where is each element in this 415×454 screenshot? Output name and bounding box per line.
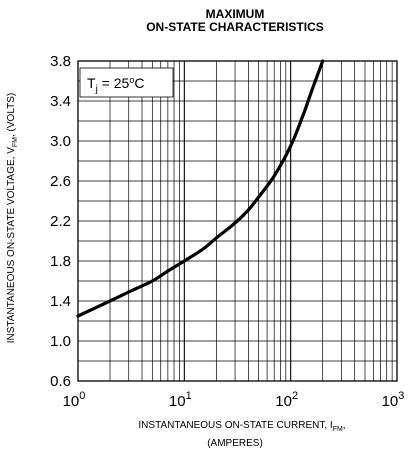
y-tick-label: 2.2 [50,213,71,230]
x-tick-label: 101 [169,390,192,410]
y-tick-label: 3.8 [50,53,71,70]
y-tick-label: 2.6 [50,173,71,190]
y-tick-label: 1.0 [50,333,71,350]
x-tick-label: 103 [382,390,405,410]
y-tick-label: 1.4 [50,293,71,310]
chart-title-line2: ON-STATE CHARACTERISTICS [146,20,324,34]
series-line-0 [76,59,325,318]
x-axis-label-line2: (AMPERES) [207,438,263,449]
chart-title-line1: MAXIMUM [205,7,265,21]
series-layer [76,59,325,318]
y-tick-label: 3.4 [50,93,71,110]
y-tick-label: 1.8 [50,253,71,270]
y-tick-label: 0.6 [50,373,71,390]
y-axis-label: INSTANTANEOUS ON-STATE VOLTAGE, VFM, (VO… [6,93,19,344]
plot-frame [77,60,398,382]
x-tick-label: 100 [63,390,86,410]
plot-border [77,60,398,382]
annotation-text: Tj = 25oC [87,75,144,95]
y-tick-labels: 0.6 1.0 1.4 1.8 2.2 2.6 3.0 3.4 3.8 [50,53,71,390]
x-tick-label: 102 [275,390,298,410]
x-axis-label: INSTANTANEOUS ON-STATE CURRENT, IFM, [138,420,345,433]
x-tick-labels: 100 101 102 103 [63,390,405,410]
y-tick-label: 3.0 [50,133,71,150]
annotation-box [79,67,174,98]
